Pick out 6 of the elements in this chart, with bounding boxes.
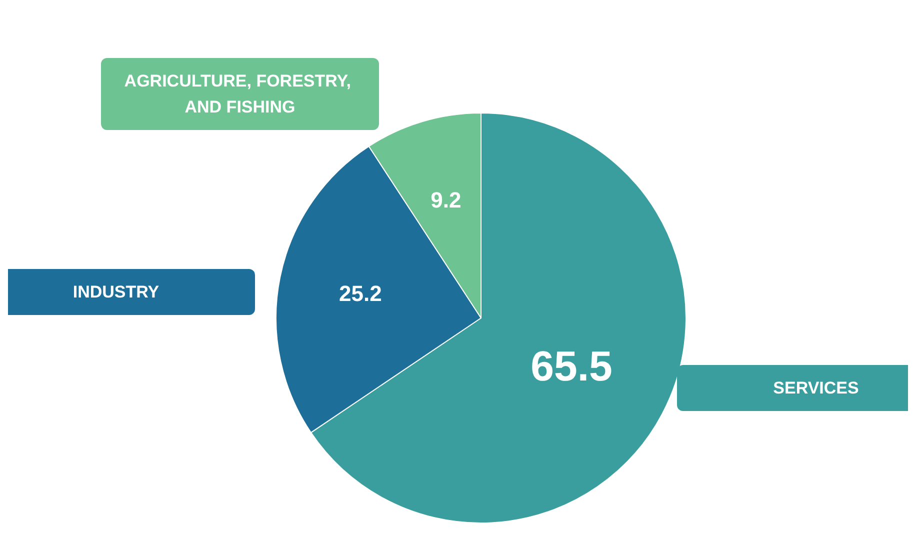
data-label: 65.5: [530, 342, 612, 390]
slice-label: INDUSTRY: [72, 282, 160, 302]
data-label: 25.2: [339, 281, 382, 306]
data-label: 9.2: [430, 188, 462, 213]
slice-label: SERVICES: [773, 378, 859, 398]
slice-label: AGRICULTURE, FORESTRY, AND FISHING: [124, 72, 356, 116]
